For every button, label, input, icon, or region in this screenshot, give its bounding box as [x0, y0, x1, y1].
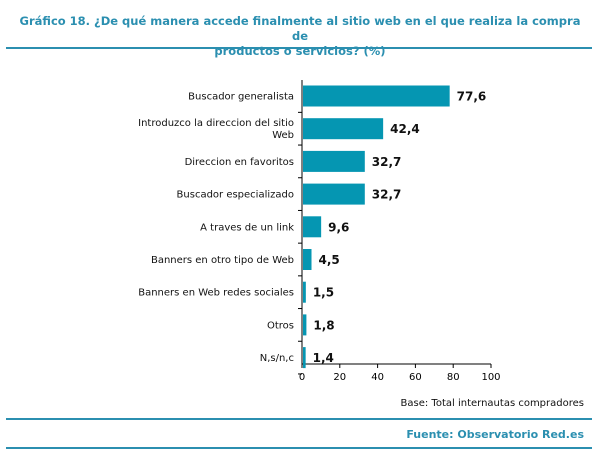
bar — [303, 118, 384, 140]
x-tick-label: 40 — [371, 372, 384, 383]
value-label: 77,6 — [457, 90, 487, 104]
value-label: 1,8 — [313, 318, 334, 332]
bar — [303, 150, 365, 172]
source-note: Fuente: Observatorio Red.es — [406, 428, 584, 441]
category-label: A traves de un link — [200, 222, 294, 233]
value-label: 42,4 — [390, 122, 420, 136]
value-label: 1,4 — [313, 351, 334, 365]
value-label: 32,7 — [372, 155, 402, 169]
category-label: N,s/n,c — [260, 353, 294, 364]
category-label: Buscador generalista — [188, 92, 294, 103]
category-label: Banners en Web redes sociales — [138, 288, 294, 299]
category-label: Introduzco la direccion del sitio — [138, 118, 294, 129]
value-label: 9,6 — [328, 220, 349, 234]
bar — [303, 249, 312, 270]
x-tick-label: 20 — [333, 372, 346, 383]
bar — [303, 314, 307, 336]
category-label: Otros — [267, 320, 294, 331]
category-label: Web — [272, 130, 294, 141]
value-label: 4,5 — [319, 253, 340, 267]
x-tick-label: 0 — [299, 372, 305, 383]
footer-divider-top — [6, 418, 592, 420]
value-label: 1,5 — [313, 286, 334, 300]
bar — [303, 216, 322, 238]
bar — [303, 347, 306, 369]
bar — [303, 281, 306, 303]
bar — [303, 183, 365, 205]
footer-divider-bottom — [6, 447, 592, 449]
category-label: Direccion en favoritos — [185, 157, 294, 168]
title-divider — [6, 47, 592, 49]
x-tick-label: 100 — [481, 372, 500, 383]
category-label: Buscador especializado — [177, 190, 294, 201]
chart-title-line-1: Gráfico 18. ¿De qué manera accede finalm… — [19, 14, 581, 43]
value-label: 32,7 — [372, 188, 402, 202]
category-label: Banners en otro tipo de Web — [151, 255, 294, 266]
x-tick-label: 60 — [409, 372, 422, 383]
x-tick-label: 80 — [447, 372, 460, 383]
base-note: Base: Total internautas compradores — [400, 398, 584, 409]
bar — [303, 85, 450, 107]
